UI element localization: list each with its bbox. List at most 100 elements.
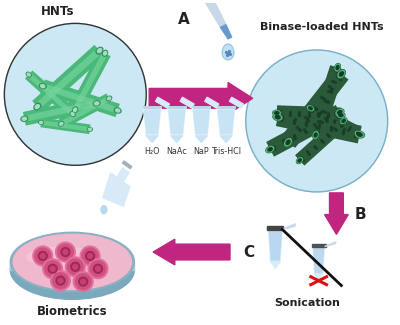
Ellipse shape (297, 158, 302, 163)
Text: NaP: NaP (194, 147, 209, 156)
Ellipse shape (340, 72, 343, 76)
Polygon shape (143, 108, 161, 136)
Ellipse shape (298, 159, 301, 162)
Bar (268, 227, 283, 230)
Polygon shape (117, 168, 129, 182)
Circle shape (88, 259, 108, 279)
Circle shape (75, 274, 91, 290)
Ellipse shape (72, 107, 78, 113)
Circle shape (88, 254, 92, 258)
Polygon shape (192, 106, 210, 108)
Ellipse shape (337, 113, 344, 117)
FancyArrow shape (149, 83, 253, 114)
Ellipse shape (101, 206, 107, 214)
Polygon shape (196, 136, 207, 143)
Ellipse shape (108, 97, 111, 100)
Polygon shape (220, 24, 232, 39)
Circle shape (58, 244, 73, 260)
Circle shape (66, 257, 85, 277)
Text: C: C (243, 244, 254, 260)
Bar (10, 262, 134, 270)
Ellipse shape (286, 140, 290, 145)
Circle shape (80, 246, 100, 266)
Ellipse shape (338, 70, 345, 78)
Ellipse shape (307, 105, 314, 111)
Ellipse shape (356, 132, 364, 137)
Circle shape (45, 261, 60, 277)
Text: Tris-HCl: Tris-HCl (211, 147, 241, 156)
Ellipse shape (284, 138, 292, 147)
Ellipse shape (268, 148, 272, 151)
Circle shape (73, 272, 93, 292)
Circle shape (38, 252, 47, 260)
Ellipse shape (340, 118, 347, 124)
Ellipse shape (74, 108, 76, 111)
Ellipse shape (274, 114, 282, 120)
Ellipse shape (22, 117, 26, 120)
Ellipse shape (266, 146, 274, 153)
Ellipse shape (337, 112, 345, 118)
Bar (312, 244, 326, 247)
Ellipse shape (313, 131, 318, 139)
Polygon shape (314, 249, 324, 272)
Circle shape (79, 277, 88, 286)
Ellipse shape (336, 109, 344, 116)
Ellipse shape (95, 102, 99, 105)
Ellipse shape (357, 133, 362, 136)
Text: A: A (178, 12, 190, 27)
Ellipse shape (285, 139, 291, 146)
Polygon shape (192, 108, 210, 136)
Ellipse shape (296, 157, 303, 163)
Circle shape (50, 266, 55, 271)
Circle shape (33, 246, 53, 266)
Circle shape (43, 259, 62, 279)
Polygon shape (324, 241, 336, 247)
Ellipse shape (34, 103, 41, 110)
Ellipse shape (335, 64, 340, 71)
Polygon shape (205, 3, 226, 27)
Text: Sonication: Sonication (274, 298, 340, 308)
Circle shape (56, 276, 65, 285)
Ellipse shape (35, 105, 39, 109)
Ellipse shape (342, 119, 345, 123)
Ellipse shape (10, 240, 134, 299)
Circle shape (40, 254, 45, 258)
Text: HNTs: HNTs (41, 6, 74, 19)
Ellipse shape (41, 84, 45, 88)
Ellipse shape (273, 111, 280, 115)
Polygon shape (103, 173, 130, 206)
Polygon shape (194, 110, 209, 134)
Circle shape (94, 264, 102, 273)
Ellipse shape (71, 113, 74, 116)
Ellipse shape (70, 112, 75, 116)
Circle shape (90, 261, 106, 277)
Ellipse shape (104, 51, 106, 55)
Polygon shape (146, 136, 158, 143)
Polygon shape (217, 108, 235, 136)
Circle shape (68, 259, 83, 275)
Ellipse shape (266, 147, 274, 152)
Circle shape (96, 266, 100, 271)
Ellipse shape (116, 109, 120, 112)
Ellipse shape (273, 110, 281, 116)
Polygon shape (220, 136, 232, 143)
Ellipse shape (27, 247, 98, 266)
Ellipse shape (339, 114, 343, 117)
Ellipse shape (335, 64, 340, 72)
Ellipse shape (355, 131, 364, 138)
Text: Biometrics: Biometrics (37, 305, 108, 318)
Circle shape (246, 50, 388, 192)
Polygon shape (314, 274, 323, 280)
Ellipse shape (26, 72, 31, 77)
Ellipse shape (59, 122, 64, 126)
Ellipse shape (114, 108, 121, 113)
Ellipse shape (275, 115, 280, 119)
Ellipse shape (338, 111, 342, 114)
Circle shape (48, 264, 57, 273)
Text: H₂O: H₂O (144, 147, 160, 156)
Ellipse shape (273, 114, 282, 121)
Ellipse shape (98, 49, 102, 53)
Polygon shape (143, 106, 161, 108)
Polygon shape (217, 106, 235, 108)
Circle shape (86, 252, 94, 260)
